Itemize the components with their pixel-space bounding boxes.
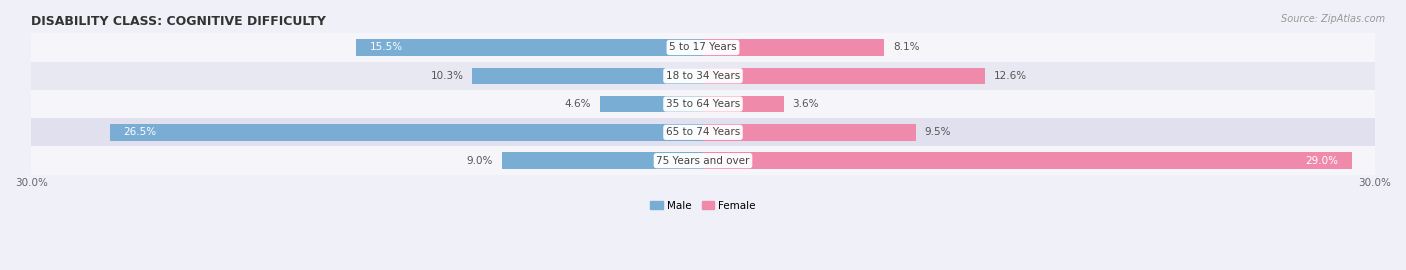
Text: 75 Years and over: 75 Years and over [657, 156, 749, 166]
Bar [703, 39, 884, 56]
Text: 18 to 34 Years: 18 to 34 Years [666, 71, 740, 81]
Bar [703, 68, 986, 84]
Bar [600, 96, 703, 112]
Bar [31, 62, 1375, 90]
Text: 9.0%: 9.0% [467, 156, 492, 166]
Text: 3.6%: 3.6% [793, 99, 820, 109]
Bar [31, 147, 1375, 175]
Bar [703, 96, 783, 112]
Bar [356, 39, 703, 56]
Bar [31, 33, 1375, 62]
Bar [31, 90, 1375, 118]
Bar [703, 153, 1353, 169]
Text: 15.5%: 15.5% [370, 42, 402, 52]
Text: 9.5%: 9.5% [925, 127, 950, 137]
Text: 5 to 17 Years: 5 to 17 Years [669, 42, 737, 52]
Text: Source: ZipAtlas.com: Source: ZipAtlas.com [1281, 14, 1385, 23]
Text: 26.5%: 26.5% [124, 127, 156, 137]
Bar [110, 124, 703, 141]
Text: 4.6%: 4.6% [565, 99, 591, 109]
Text: 65 to 74 Years: 65 to 74 Years [666, 127, 740, 137]
Legend: Male, Female: Male, Female [645, 197, 761, 215]
Text: 12.6%: 12.6% [994, 71, 1028, 81]
Bar [502, 153, 703, 169]
Text: 35 to 64 Years: 35 to 64 Years [666, 99, 740, 109]
Bar [703, 124, 915, 141]
Text: 29.0%: 29.0% [1306, 156, 1339, 166]
Bar [31, 118, 1375, 147]
Text: 10.3%: 10.3% [430, 71, 464, 81]
Bar [472, 68, 703, 84]
Text: DISABILITY CLASS: COGNITIVE DIFFICULTY: DISABILITY CLASS: COGNITIVE DIFFICULTY [31, 15, 326, 28]
Text: 8.1%: 8.1% [893, 42, 920, 52]
